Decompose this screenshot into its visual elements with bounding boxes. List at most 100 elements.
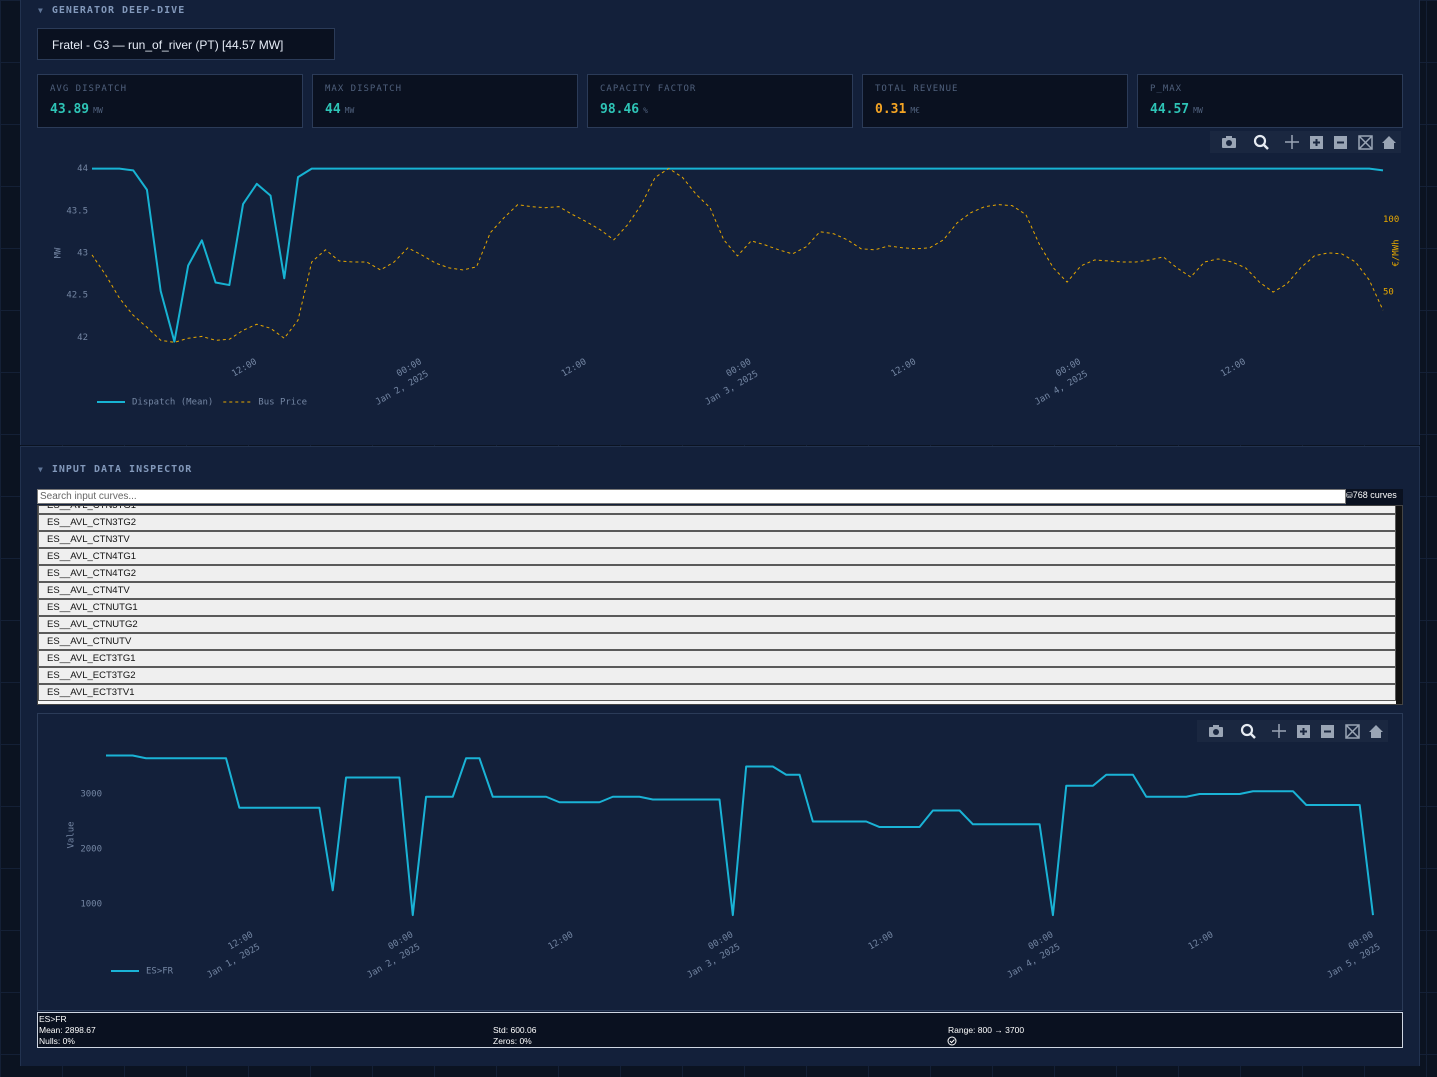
y-tick-label: 43 [77,249,88,259]
modebar [1197,720,1388,742]
curve-row[interactable]: ES__AVL_CTN4TV [38,582,1396,599]
y-tick-label: 44 [77,164,88,174]
kpi-number: 44.57 [1150,102,1190,117]
curve-row[interactable]: ES__AVL_CTN4TG1 [38,548,1396,565]
zoom-in-button[interactable] [1310,136,1323,149]
section-header[interactable]: ▼ GENERATOR DEEP-DIVE [38,5,186,16]
stat: Std: 600.06 [493,1025,537,1035]
stats-box: ES>FR Mean: 2898.67 Nulls: 0% Std: 600.0… [37,1012,1403,1048]
generator-select[interactable]: Fratel - G3 — run_of_river (PT) [44.57 M… [37,28,335,60]
kpi-number: 44 [325,102,341,117]
x-tick-text: 12:00 [547,930,575,952]
kpi-card: CAPACITY FACTOR 98.46% [587,74,853,128]
stat: Nulls: 0% [39,1036,75,1046]
kpi-value: 44 MW [325,102,354,117]
autoscale-button[interactable] [1345,724,1360,739]
kpi-number: 0.31 [875,102,907,117]
reset-button[interactable] [1382,136,1396,149]
x-tick-text: 12:00 [890,357,918,379]
curve-row[interactable]: ES__AVL_CTNUTG1 [38,599,1396,616]
series-line [106,754,1374,917]
x-tick-text: 12:00 [867,930,895,952]
y-tick-label: 43.5 [66,206,88,216]
curve-row[interactable]: ES__AVL_ECT3TV1 [38,684,1396,701]
camera-button[interactable] [1222,136,1236,148]
legend-label: Dispatch (Mean) [132,398,213,408]
curve-row[interactable]: ES__AVL_CTNUTV [38,633,1396,650]
section-title: INPUT DATA INSPECTOR [51,464,193,475]
x-tick-label: 12:00 [560,357,588,379]
pan-button[interactable] [1285,135,1299,149]
curve-count-text: 768 curves [1352,490,1397,500]
modebar [1210,131,1401,153]
kpi-unit: % [643,106,648,115]
kpi-number: 43.89 [50,102,90,117]
kpi-label: AVG DISPATCH [50,84,128,94]
zoom-button[interactable] [1240,723,1256,739]
kpi-value: 98.46% [600,102,648,117]
section-header[interactable]: ▼ INPUT DATA INSPECTOR [38,464,193,475]
kpi-unit: M€ [910,106,920,115]
kpi-card: AVG DISPATCH 43.89 MW [37,74,303,128]
curve-row[interactable]: ES__AVL_CTN4TG2 [38,565,1396,582]
curve-row[interactable]: ES__AVL_CTN3TV [38,531,1396,548]
stat: Zeros: 0% [493,1036,532,1046]
curve-row[interactable]: ES__AVL_CTN3TG2 [38,514,1396,531]
autoscale-button[interactable] [1358,135,1373,150]
kpi-unit: MW [344,106,355,115]
zoom-out-button[interactable] [1321,725,1334,738]
section-title: GENERATOR DEEP-DIVE [51,5,186,16]
curve-row[interactable]: ES__AVL_CTNUTG2 [38,616,1396,633]
zoom-button[interactable] [1253,134,1269,150]
x-tick-label: 12:00 [230,357,258,379]
y2-axis-label: €/MWh [1392,239,1402,266]
kpi-card: P_MAX 44.57 MW [1137,74,1403,128]
y-tick-label: 1000 [80,900,102,910]
pan-button[interactable] [1272,724,1286,738]
kpi-label: TOTAL REVENUE [875,84,959,94]
scrollbar[interactable] [1396,506,1402,704]
stat: Mean: 2898.67 [39,1025,96,1035]
zoom-in-button[interactable] [1297,725,1310,738]
kpi-value: 44.57 MW [1150,102,1203,117]
kpi-card: MAX DISPATCH 44 MW [312,74,578,128]
x-tick-text: 12:00 [1187,930,1215,952]
x-tick-label: 12:00 [890,357,918,379]
y2-tick-label: 100 [1383,215,1399,225]
y-axis-label: Value [67,821,77,848]
search-input[interactable]: Search input curves... [37,489,1346,504]
y-tick-label: 42.5 [66,291,88,301]
kpi-card: TOTAL REVENUE 0.31 M€ [862,74,1128,128]
x-tick-text: 12:00 [1219,357,1247,379]
check-icon [947,1036,957,1046]
reset-button[interactable] [1369,725,1383,738]
kpi-label: CAPACITY FACTOR [600,84,697,94]
x-tick-text: 12:00 [560,357,588,379]
y-tick-label: 42 [77,333,88,343]
kpi-label: MAX DISPATCH [325,84,403,94]
curve-row[interactable]: ES__AVL_ECT3TG2 [38,667,1396,684]
zoom-out-button[interactable] [1334,136,1347,149]
curve-row[interactable]: ES__AVL_ECT3TG1 [38,650,1396,667]
x-tick-label: 12:00 [867,930,895,952]
inspector-chart-frame [37,713,1403,1011]
kpi-number: 98.46 [600,102,640,117]
legend-label: ES>FR [146,967,174,977]
kpi-label: P_MAX [1150,84,1183,94]
curve-row[interactable]: ES__AVL_CTN3TG1 [38,506,1396,514]
kpi-unit: MW [1193,106,1203,115]
stats-name: ES>FR [39,1014,67,1024]
kpi-value: 43.89 MW [50,102,103,117]
y-tick-label: 3000 [80,789,102,799]
camera-button[interactable] [1209,725,1223,737]
x-tick-text: 12:00 [230,357,258,379]
